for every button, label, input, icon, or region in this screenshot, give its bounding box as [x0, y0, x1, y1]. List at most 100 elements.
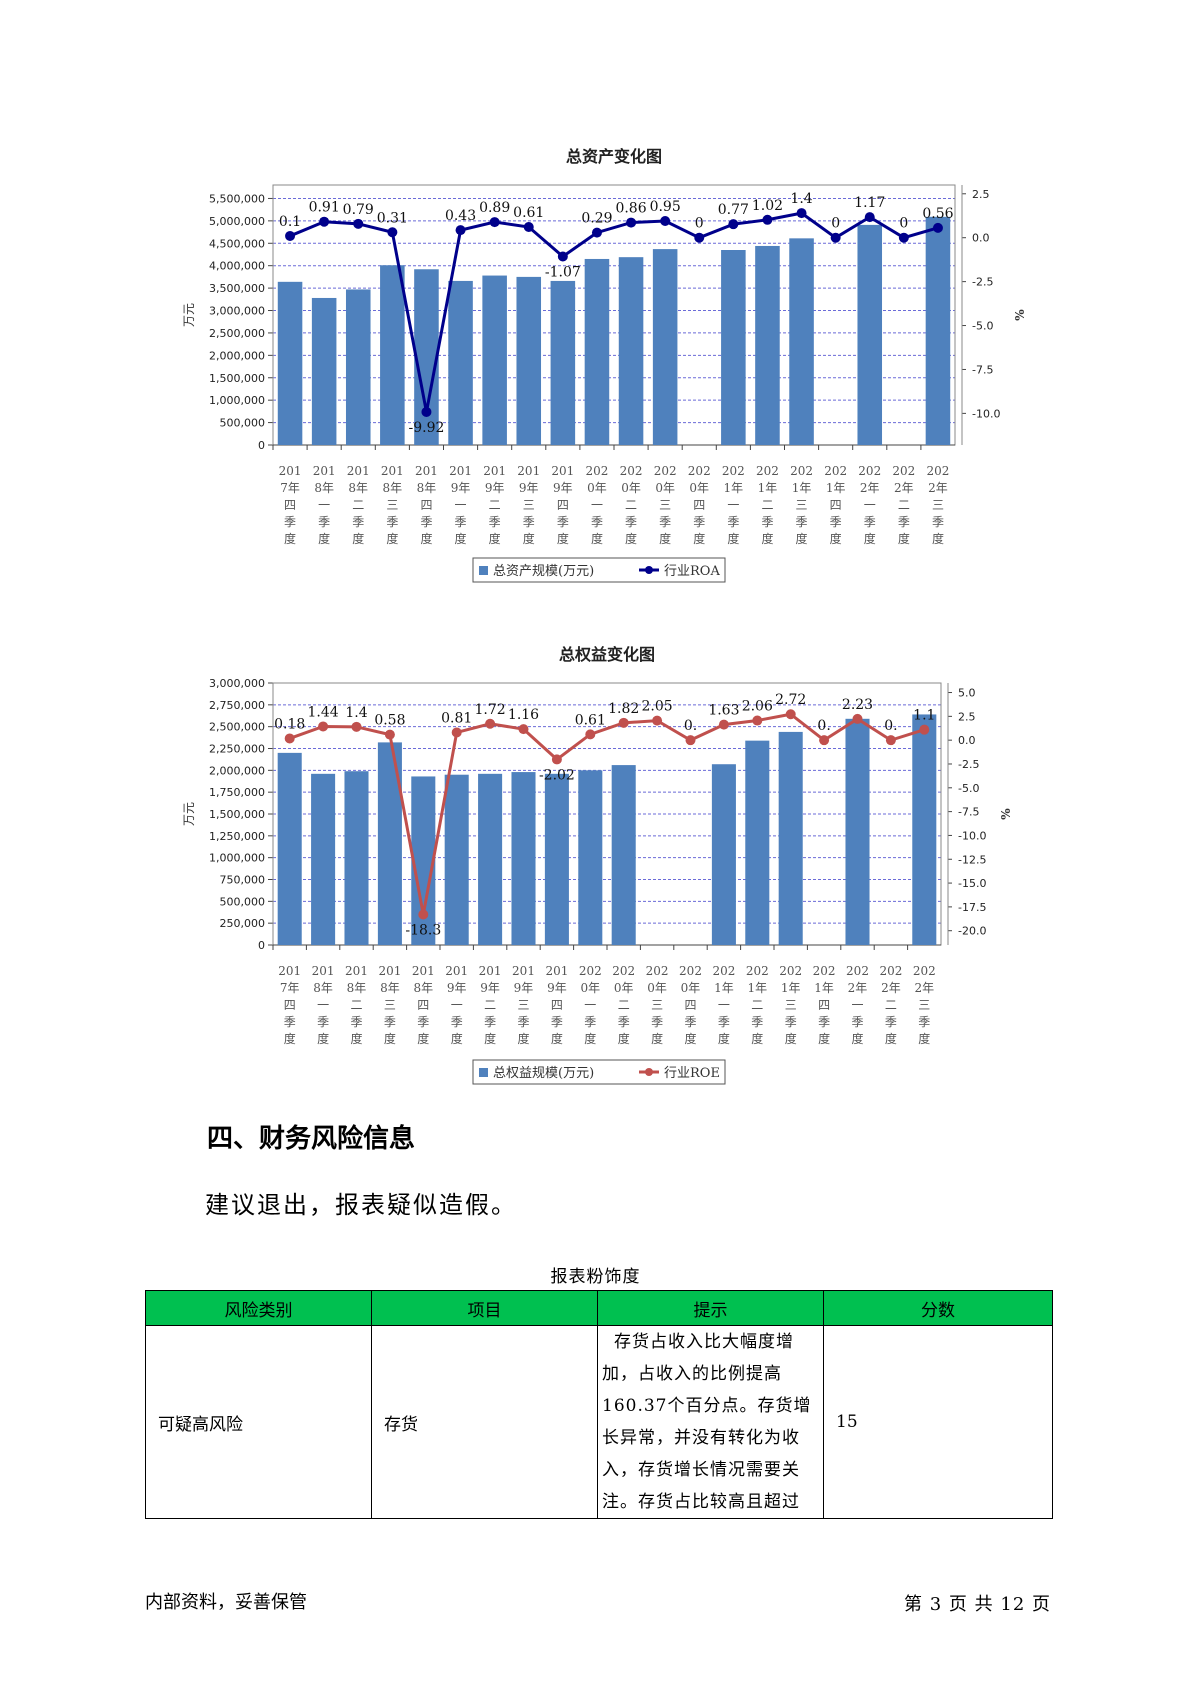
x-tick-label-line: 二 [625, 498, 637, 512]
x-tick-label-line: 2年 [860, 481, 880, 495]
x-tick-label-line: 度 [785, 1031, 797, 1046]
x-tick-label-line: 四 [420, 498, 432, 512]
y-tick-label: 2,500,000 [209, 721, 265, 734]
legend-box [472, 1059, 726, 1085]
x-tick-label-line: 四 [284, 498, 296, 512]
legend-bar-swatch [479, 566, 488, 575]
y-tick-label: 3,500,000 [209, 282, 265, 295]
x-tick-label-line: 201 [449, 464, 472, 478]
x-tick-label-line: 202 [579, 964, 602, 978]
x-tick-label-line: 202 [892, 464, 915, 478]
data-label-3: 0.58 [374, 713, 405, 729]
x-tick-label-line: 202 [722, 464, 745, 478]
bar-11 [652, 249, 678, 445]
x-tick-label-line: 度 [284, 1031, 296, 1046]
legend: 总权益规模(万元) 行业ROE [472, 1059, 726, 1085]
y2-axis-label: % [1013, 309, 1027, 321]
x-tick-label-line: 202 [654, 464, 677, 478]
line-point-6 [489, 217, 500, 228]
x-tick-label-line: 二 [751, 998, 763, 1012]
x-tick-label-line: 度 [557, 531, 569, 546]
y-tick-label: 1,000,000 [209, 394, 265, 407]
data-label-11: 2.05 [642, 699, 673, 715]
data-label-13: 1.63 [708, 703, 739, 719]
line-point-5 [451, 727, 462, 738]
x-tick-label-line: 三 [796, 498, 808, 512]
x-tick-label-line: 1年 [758, 481, 778, 495]
y-tick-label: 1,000,000 [209, 852, 265, 865]
data-label-0: 0.1 [279, 214, 301, 230]
cell-score: 15 [823, 1325, 1053, 1519]
x-tick-label-line: 一 [455, 498, 467, 512]
x-tick-label-line: 度 [584, 1031, 596, 1046]
y2-tick-label: 0.0 [958, 734, 976, 747]
legend-bar-label: 总资产规模(万元) [493, 564, 594, 579]
x-tick-label-line: 三 [932, 498, 944, 512]
y-tick-label: 2,000,000 [209, 349, 265, 362]
x-tick-label-line: 7年 [280, 981, 300, 995]
x-tick-label-line: 201 [445, 964, 468, 978]
x-tick-label-line: 9年 [485, 481, 505, 495]
x-tick-label-line: 季 [384, 1015, 396, 1029]
x-tick-label-line: 度 [317, 1031, 329, 1046]
x-tick-label-line: 三 [386, 498, 398, 512]
x-tick-label-line: 202 [620, 464, 643, 478]
x-tick-label-line: 度 [591, 531, 603, 546]
x-tick-label-line: 0年 [647, 981, 667, 995]
chart-title: 总资产变化图 [566, 147, 662, 166]
data-label-3: 0.31 [377, 210, 408, 226]
x-tick-label-line: 202 [846, 964, 869, 978]
x-tick-label-line: 季 [350, 1015, 362, 1029]
bar-1 [311, 297, 337, 445]
x-tick-label-line: 0年 [689, 481, 709, 495]
y2-axis-label: % [999, 808, 1013, 820]
y-tick-label: 3,000,000 [209, 305, 265, 318]
line-point-1 [319, 216, 330, 227]
line-point-4 [421, 406, 432, 417]
x-tick-label-line: 9年 [519, 481, 539, 495]
x-tick-label-line: 度 [830, 531, 842, 546]
data-label-2: 0.79 [343, 202, 374, 218]
cell-item: 存货 [371, 1325, 598, 1519]
y-tick-label: 4,000,000 [209, 260, 265, 273]
line-point-19 [932, 222, 943, 233]
bar-15 [789, 238, 814, 445]
x-tick-label-line: 季 [693, 515, 705, 529]
bar-10 [611, 765, 636, 945]
x-tick-label-line: 2年 [894, 481, 914, 495]
bar-19 [912, 714, 937, 945]
y2-tick-label: -2.5 [958, 758, 979, 771]
x-tick-label-line: 8年 [348, 481, 368, 495]
bar-13 [721, 250, 746, 445]
bar-0 [277, 281, 303, 445]
x-tick-label-line: 季 [484, 1015, 496, 1029]
line-point-12 [694, 232, 705, 243]
data-label-0: 0.18 [274, 716, 305, 732]
x-tick-label-line: 201 [412, 964, 435, 978]
table-row: 可疑高风险 存货 存货占收入比大幅度增加，占收入的比例提高160.37个百分点。… [145, 1325, 1053, 1519]
x-tick-label-line: 度 [386, 531, 398, 546]
y2-tick-label: -20.0 [958, 925, 986, 938]
x-tick-label-line: 四 [830, 498, 842, 512]
y2-tick-label: 5.0 [958, 687, 976, 700]
x-tick-label-line: 季 [727, 515, 739, 529]
line-point-5 [455, 225, 466, 236]
y-tick-label: 2,000,000 [209, 764, 265, 777]
data-label-10: 0.86 [615, 201, 646, 217]
x-tick-label-line: 度 [761, 531, 773, 546]
x-tick-label-line: 季 [785, 1015, 797, 1029]
line-point-18 [898, 232, 909, 243]
x-tick-label-line: 202 [756, 464, 779, 478]
x-tick-label-line: 201 [512, 964, 535, 978]
data-label-10: 1.82 [608, 701, 639, 717]
x-tick-label-line: 季 [591, 515, 603, 529]
data-label-16: 0. [817, 718, 830, 734]
